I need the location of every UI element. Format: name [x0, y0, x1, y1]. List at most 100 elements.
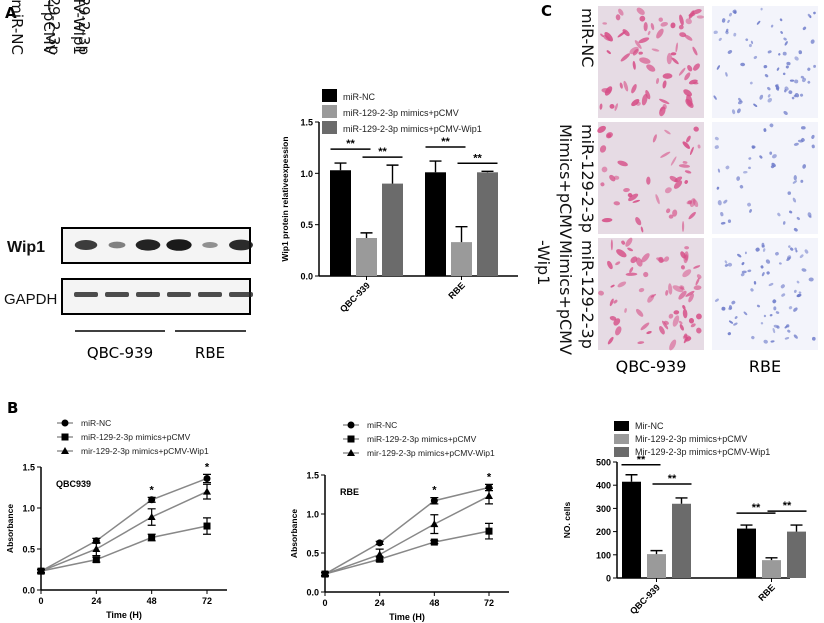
stained-cell: [796, 217, 800, 221]
significance-marker: **: [668, 473, 677, 485]
stained-cell: [599, 103, 603, 110]
stained-cell: [748, 157, 752, 160]
x-tick-label: 72: [484, 598, 494, 608]
stained-cell: [749, 81, 753, 85]
significance-marker: **: [637, 454, 646, 466]
stained-cell: [688, 10, 695, 19]
stained-cell: [696, 15, 705, 19]
wip1-band: [135, 239, 161, 251]
stained-cell: [802, 164, 807, 169]
stained-cell: [772, 299, 777, 304]
error-bar: [790, 524, 803, 532]
x-axis-label: Time (H): [106, 610, 142, 620]
stained-cell: [682, 141, 691, 149]
stained-cell: [613, 299, 618, 304]
legend-label: Mir-129-2-3p mimics+pCMV: [635, 434, 747, 444]
x-tick-label: 0: [322, 598, 327, 608]
stained-cell: [717, 200, 722, 206]
stained-cell: [787, 329, 791, 333]
stained-cell: [658, 17, 663, 22]
y-tick-label: 200: [596, 527, 611, 537]
stained-cell: [776, 67, 780, 71]
y-tick-label: 1.0: [306, 510, 319, 520]
stained-cell: [643, 21, 648, 32]
stained-cell: [627, 247, 634, 252]
stained-cell: [767, 94, 771, 98]
stained-cell: [797, 294, 801, 298]
stained-cell: [641, 253, 650, 263]
stained-cell: [785, 65, 789, 69]
stained-cell: [678, 164, 691, 168]
stained-cell: [781, 293, 786, 297]
stained-cell: [721, 306, 726, 311]
stained-cell: [793, 307, 798, 312]
stained-cell: [780, 31, 783, 34]
stained-cell: [693, 285, 702, 290]
stained-cell: [685, 290, 695, 297]
stained-cell: [799, 254, 804, 259]
stained-cell: [659, 106, 666, 117]
stained-cell: [788, 306, 793, 310]
stained-cell: [714, 136, 719, 141]
stained-cell: [666, 52, 673, 65]
stained-cell: [765, 259, 771, 264]
stained-cell: [628, 193, 639, 202]
y-tick-label: 0.0: [306, 588, 319, 598]
legend-swatch: [322, 105, 337, 118]
significance-marker: *: [487, 471, 492, 483]
stained-cell: [682, 161, 688, 164]
stained-cell: [696, 313, 702, 320]
significance-marker: **: [441, 136, 450, 148]
stained-cell: [718, 37, 722, 41]
stained-cell: [733, 32, 737, 37]
data-point-square: [92, 556, 100, 564]
error-bar: [625, 474, 638, 482]
stained-cell: [775, 311, 780, 314]
stained-cell: [793, 227, 798, 232]
stained-cell: [794, 79, 799, 84]
row-label: miR-129-2-3p: [578, 124, 597, 233]
stained-cell: [683, 333, 688, 339]
stained-cell: [652, 134, 657, 143]
row-label: Mimics+pCMV: [556, 124, 575, 239]
stained-cell: [607, 260, 613, 270]
data-point-square: [203, 522, 211, 530]
stained-cell: [749, 209, 752, 213]
row-label-wip1: Wip1: [7, 239, 45, 256]
stained-cell: [791, 96, 795, 100]
stained-cell: [668, 283, 673, 295]
stained-cell: [673, 310, 680, 315]
stained-cell: [770, 24, 774, 28]
wip1-band: [166, 239, 192, 251]
stained-cell: [662, 80, 667, 89]
data-point-triangle: [92, 545, 101, 552]
stained-cell: [672, 209, 678, 217]
stained-cell: [721, 18, 726, 23]
legend-swatch: [614, 421, 629, 431]
stained-cell: [772, 328, 776, 334]
stained-cell: [794, 247, 798, 251]
column-label: RBE: [749, 357, 781, 376]
stained-cell: [663, 256, 670, 262]
stained-cell: [670, 22, 676, 29]
stained-cell: [669, 339, 677, 351]
error-bar: [360, 232, 373, 239]
x-tick-label: 48: [147, 596, 157, 606]
lane-label: miR-129-2-3p: [75, 0, 93, 55]
bar: [622, 481, 641, 578]
error-bar: [334, 162, 347, 171]
stained-cell: [693, 81, 699, 85]
stained-cell: [795, 249, 798, 253]
stained-cell: [751, 335, 755, 340]
legend-label: miR-129-2-3p mimics+pCMV: [343, 108, 459, 118]
y-tick-label: 0.0: [300, 272, 313, 282]
stained-cell: [685, 18, 692, 25]
y-tick-label: 1.5: [22, 463, 35, 473]
data-point-square: [430, 538, 438, 546]
lane-label: Mimics+pCMV-Wip1: [70, 0, 88, 55]
stained-cell: [789, 79, 795, 82]
stained-cell: [650, 293, 657, 298]
wip1-expression-bar-chart: miR-NC miR-129-2-3p mimics+pCMV miR-129-2-…: [280, 89, 518, 314]
stained-cell: [639, 57, 651, 64]
